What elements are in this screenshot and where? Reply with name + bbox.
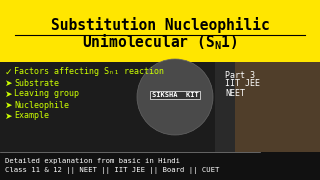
Text: Example: Example [14,111,49,120]
Text: NEET: NEET [225,89,245,98]
Text: Factors affecting Sₙ₁ reaction: Factors affecting Sₙ₁ reaction [14,68,164,76]
Text: SIKSHA  KIT: SIKSHA KIT [152,92,198,98]
Circle shape [137,59,213,135]
Text: ➤: ➤ [5,78,12,87]
Text: ➤: ➤ [5,89,12,98]
FancyBboxPatch shape [235,62,320,152]
Text: IIT JEE: IIT JEE [225,80,260,89]
FancyBboxPatch shape [215,62,320,152]
Text: Substrate: Substrate [14,78,59,87]
FancyBboxPatch shape [0,0,320,62]
Text: ✓: ✓ [5,68,12,76]
Text: Nucleophile: Nucleophile [14,100,69,109]
FancyBboxPatch shape [0,62,320,152]
Text: Detailed explanation from basic in Hindi: Detailed explanation from basic in Hindi [5,158,180,164]
Text: Substitution Nucleophilic: Substitution Nucleophilic [51,17,269,33]
Text: Unimolecular ($\mathregular{S_N1}$): Unimolecular ($\mathregular{S_N1}$) [82,32,238,52]
Text: Leaving group: Leaving group [14,89,79,98]
Text: ➤: ➤ [5,111,12,120]
Text: ➤: ➤ [5,100,12,109]
FancyBboxPatch shape [0,152,320,180]
Text: Class 11 & 12 || NEET || IIT JEE || Board || CUET: Class 11 & 12 || NEET || IIT JEE || Boar… [5,168,220,174]
Text: Part 3: Part 3 [225,71,255,80]
